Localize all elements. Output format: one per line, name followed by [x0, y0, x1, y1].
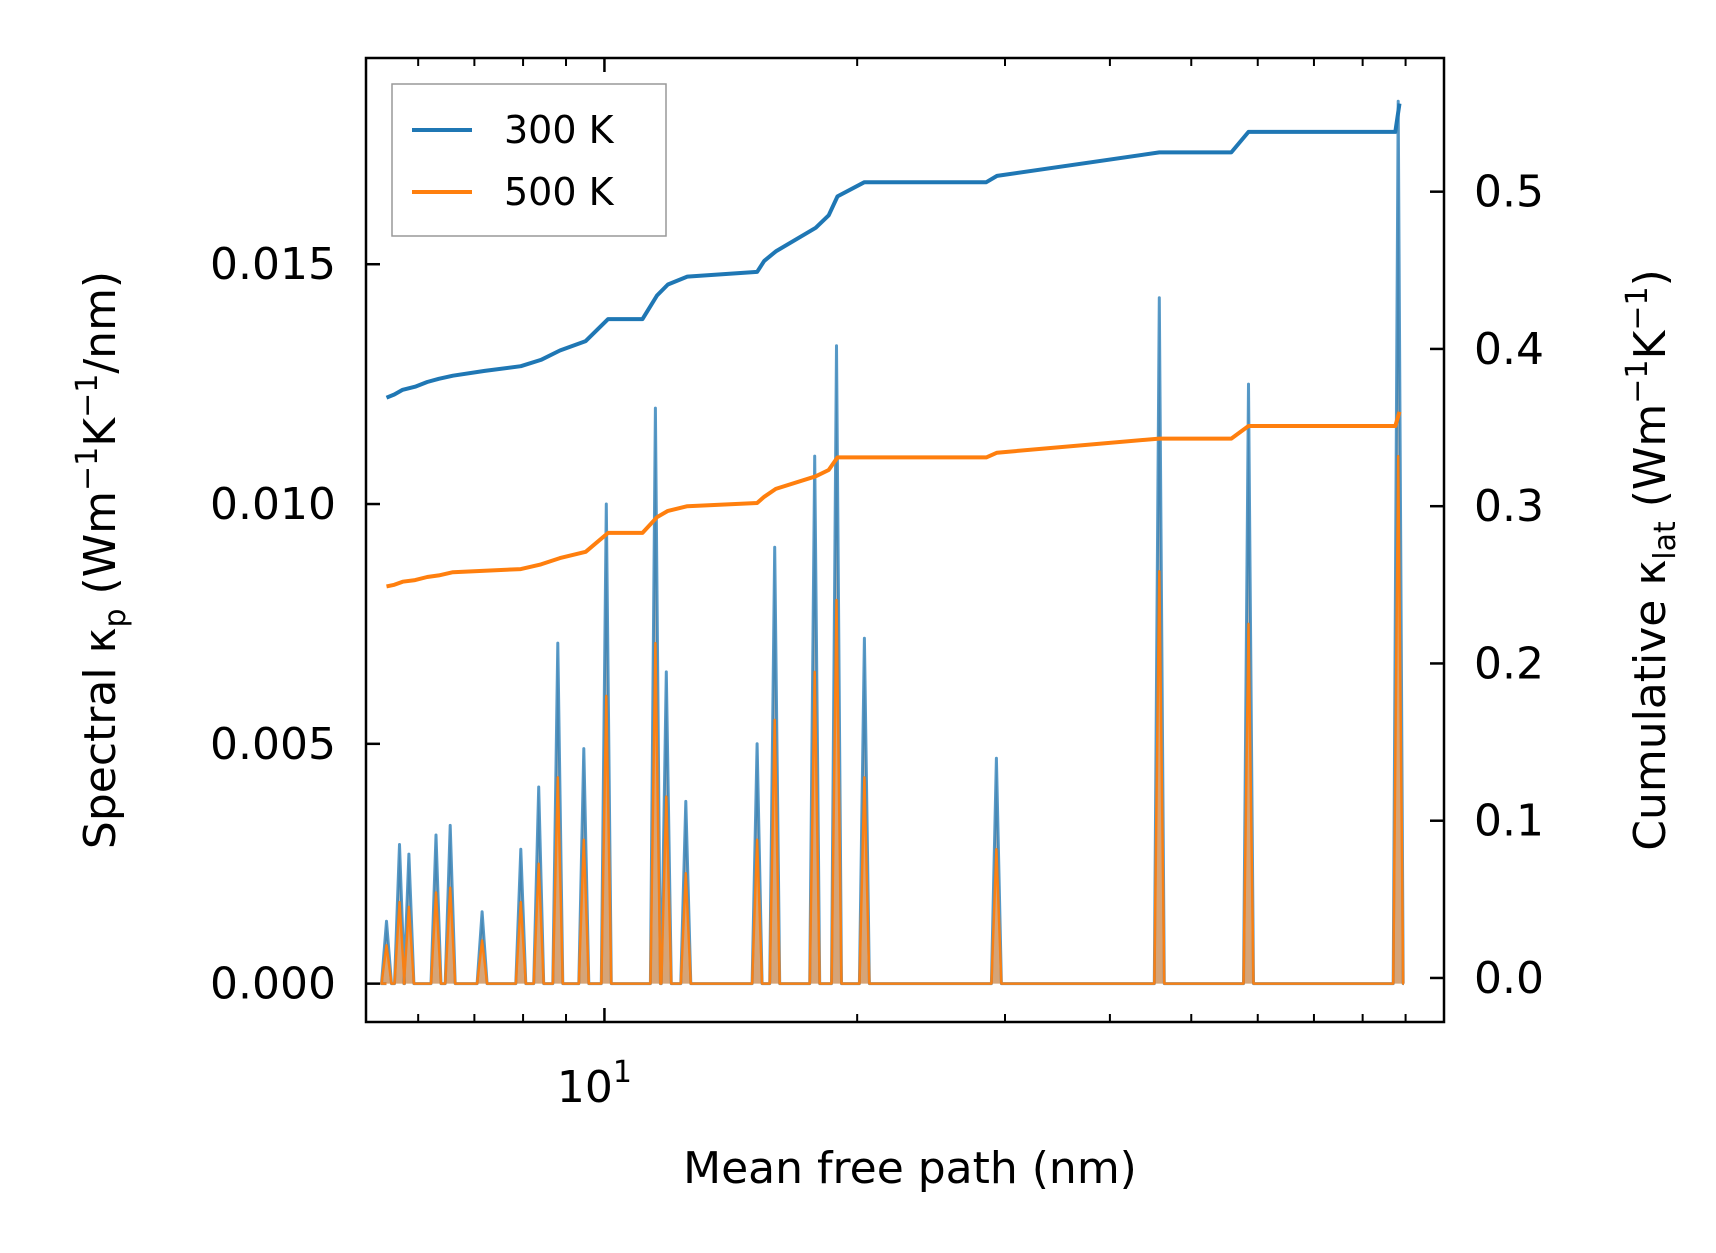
y-right-tick-label: 0.5	[1474, 167, 1544, 218]
y-left-label-main: Spectral κ	[75, 628, 126, 850]
y-right-tick-label: 0.1	[1474, 796, 1544, 847]
y-right-label-subscript: lat	[1648, 521, 1683, 560]
y-right-label-units-end: )	[1625, 269, 1676, 286]
y-right-tick-label: 0.0	[1474, 953, 1544, 1004]
axes-frame	[364, 56, 1446, 1024]
y-axis-right-label: Cumulative κlat (Wm−1K−1)	[1620, 269, 1683, 851]
x-axis-label: Mean free path (nm)	[683, 1143, 1137, 1194]
axes: 0.000 0.005 0.010 0.015 0.0 0.1 0.2 0.3 0.4 0.5 10…	[210, 56, 1544, 1113]
plot-area	[380, 99, 1405, 986]
x-tick-label-base: 10	[557, 1062, 613, 1113]
y-left-tick-label: 0.000	[210, 959, 336, 1010]
y-left-label-units-end: /nm)	[75, 271, 126, 374]
x-tick-label-exponent: 1	[613, 1055, 632, 1090]
y-left-label-units: (Wm	[75, 491, 126, 609]
y-right-label-kelvin: K	[1625, 329, 1676, 359]
x-tick-label: 101	[557, 1055, 632, 1113]
y-right-label-exp1: −1	[1620, 359, 1655, 403]
y-left-label-kelvin: K	[75, 417, 126, 447]
y-left-label-subscript: p	[98, 608, 133, 627]
y-right-label-main: Cumulative κ	[1625, 560, 1676, 851]
y-left-label-exp2: −1	[70, 374, 105, 418]
y-right-label-units: (Wm	[1625, 404, 1676, 522]
legend-label: 500 K	[504, 170, 615, 214]
y-right-label-exp2: −1	[1620, 286, 1655, 330]
legend-box	[391, 83, 667, 237]
y-right-tick-label: 0.2	[1474, 638, 1544, 689]
y-right-tick-label: 0.4	[1474, 324, 1544, 375]
y-axis-left-label: Spectral κp (Wm−1K−1/nm)	[70, 271, 133, 849]
y-left-tick-label: 0.010	[210, 479, 336, 530]
y-left-tick-label: 0.005	[210, 719, 336, 770]
legend: 300 K 500 K	[391, 83, 667, 237]
y-left-tick-label: 0.015	[210, 239, 336, 290]
y-left-label-exp1: −1	[70, 447, 105, 491]
legend-label: 300 K	[504, 108, 615, 152]
y-right-tick-label: 0.3	[1474, 481, 1544, 532]
